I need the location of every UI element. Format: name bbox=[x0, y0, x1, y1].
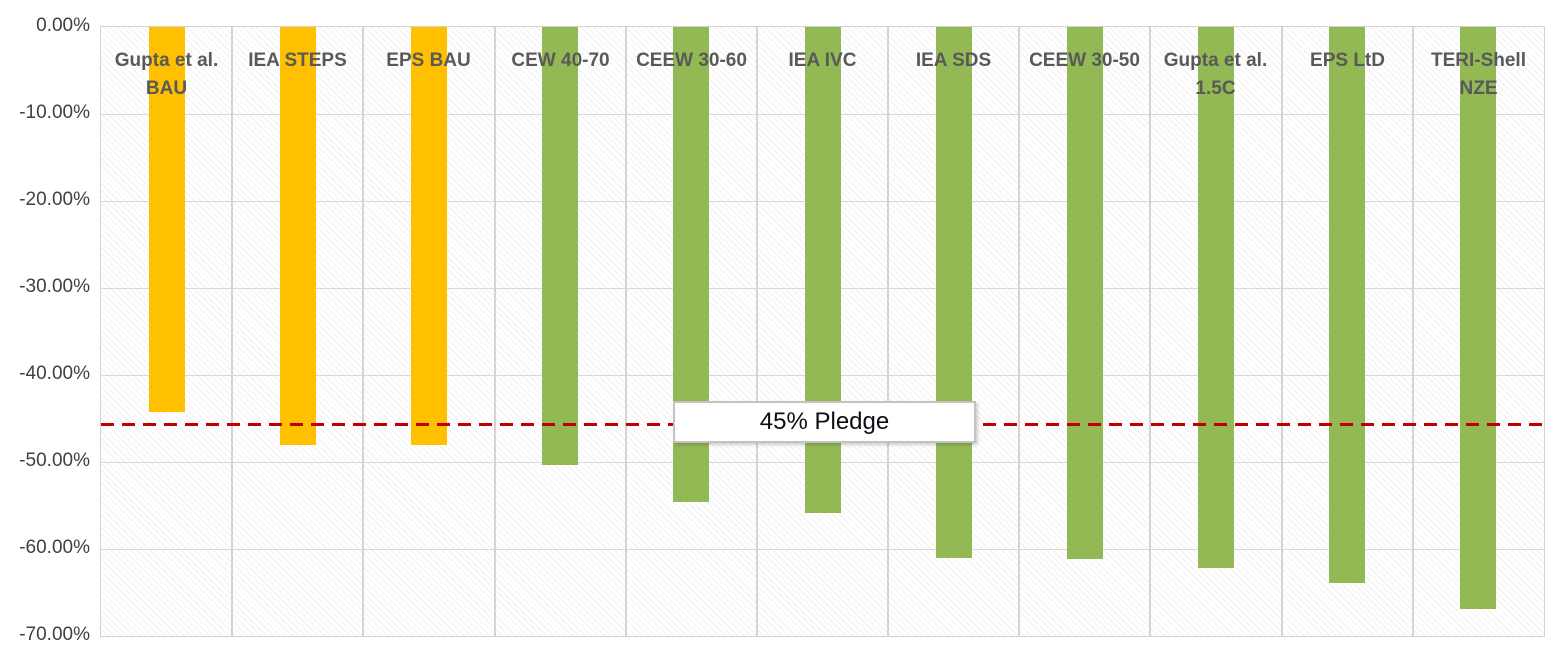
bar-gupta-et-al-1-5c bbox=[1198, 27, 1234, 568]
bar-gupta-et-al-bau bbox=[149, 27, 185, 412]
category-label-line: 1.5C bbox=[1195, 78, 1236, 99]
vertical-gridline bbox=[887, 27, 889, 636]
y-axis-tick-label: -40.00% bbox=[19, 363, 90, 384]
vertical-gridline bbox=[625, 27, 627, 636]
category-label: EPS BAU bbox=[363, 47, 494, 75]
pledge-label: 45% Pledge bbox=[759, 408, 890, 435]
y-axis-tick-label: -20.00% bbox=[19, 189, 90, 210]
category-label-line: Gupta et al. bbox=[114, 50, 219, 71]
category-label: CEEW 30-50 bbox=[1019, 47, 1150, 75]
vertical-gridline bbox=[231, 27, 233, 636]
y-axis-tick-label: -30.00% bbox=[19, 276, 90, 297]
bar-eps-bau bbox=[411, 27, 447, 445]
category-label: Gupta et al. BAU bbox=[101, 47, 232, 103]
bar-eps-ltd bbox=[1329, 27, 1365, 583]
vertical-gridline bbox=[1018, 27, 1020, 636]
category-label-line: CEW 40-70 bbox=[511, 50, 610, 71]
category-label-line: IEA STEPS bbox=[248, 50, 347, 71]
category-label-line: EPS LtD bbox=[1310, 50, 1385, 71]
pledge-label-box: 45% Pledge bbox=[673, 401, 976, 443]
category-label-line: IEA SDS bbox=[915, 50, 992, 71]
category-label: IEA IVC bbox=[757, 47, 888, 75]
vertical-gridline bbox=[1149, 27, 1151, 636]
vertical-gridline bbox=[756, 27, 758, 636]
category-label: EPS LtD bbox=[1282, 47, 1413, 75]
category-label-line: CEEW 30-50 bbox=[1029, 50, 1140, 71]
category-label-line: TERI-Shell bbox=[1430, 50, 1526, 71]
vertical-gridline bbox=[362, 27, 364, 636]
category-label-line: IEA IVC bbox=[788, 50, 857, 71]
category-label: CEW 40-70 bbox=[495, 47, 626, 75]
vertical-gridline bbox=[1281, 27, 1283, 636]
bar-ceew-30-50 bbox=[1067, 27, 1103, 559]
y-axis-tick-label: -60.00% bbox=[19, 537, 90, 558]
vertical-gridline bbox=[494, 27, 496, 636]
category-label: Gupta et al. 1.5C bbox=[1150, 47, 1281, 103]
category-label: IEA STEPS bbox=[232, 47, 363, 75]
bar-cew-40-70 bbox=[542, 27, 578, 465]
bar-iea-steps bbox=[280, 27, 316, 445]
bar-iea-sds bbox=[936, 27, 972, 558]
category-label-line: EPS BAU bbox=[386, 50, 471, 71]
y-axis-tick-label: -70.00% bbox=[19, 624, 90, 645]
y-axis-tick-label: -10.00% bbox=[19, 102, 90, 123]
y-axis-tick-label: 0.00% bbox=[36, 15, 90, 36]
category-label: TERI-Shell NZE bbox=[1413, 47, 1544, 103]
bar-teri-shell-nze bbox=[1460, 27, 1496, 609]
y-axis-tick-label: -50.00% bbox=[19, 450, 90, 471]
category-label: CEEW 30-60 bbox=[626, 47, 757, 75]
category-label: IEA SDS bbox=[888, 47, 1019, 75]
category-label-line: CEEW 30-60 bbox=[636, 50, 747, 71]
category-label-line: Gupta et al. bbox=[1163, 50, 1268, 71]
vertical-gridline bbox=[1412, 27, 1414, 636]
horizontal-gridline bbox=[101, 549, 1544, 550]
category-label-line: BAU bbox=[145, 78, 188, 99]
plot-area: Gupta et al. BAU IEA STEPS EPS BAU CEW 40-70… bbox=[100, 26, 1545, 637]
category-label-line: NZE bbox=[1459, 78, 1498, 99]
